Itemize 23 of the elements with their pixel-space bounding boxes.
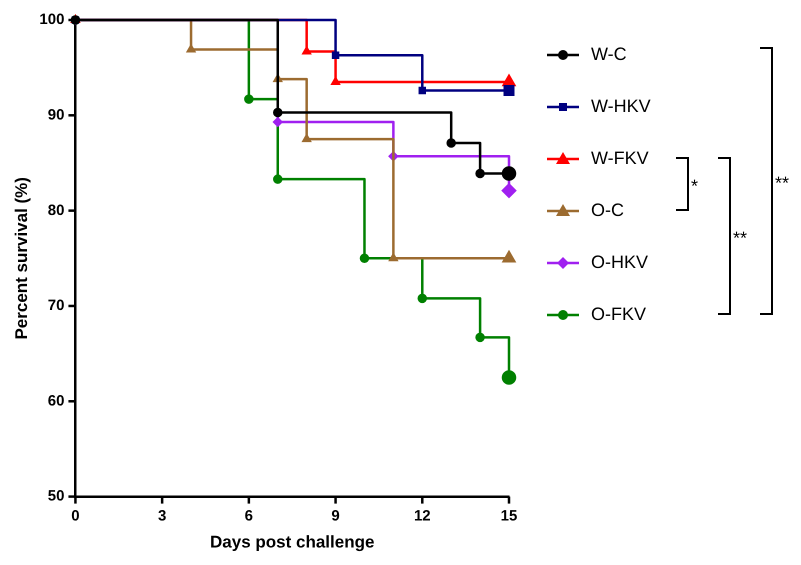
x-tick-label: 3 bbox=[158, 508, 166, 525]
x-axis-title: Days post challenge bbox=[210, 532, 374, 552]
x-tick-label: 6 bbox=[244, 508, 254, 525]
y-tick-label: 90 bbox=[48, 106, 64, 124]
legend-label: O-FKV bbox=[591, 304, 646, 324]
y-tick-label: 50 bbox=[48, 488, 64, 505]
legend-label: O-C bbox=[591, 200, 624, 220]
legend-label: O-HKV bbox=[591, 252, 648, 272]
y-tick-label: 80 bbox=[48, 202, 64, 219]
x-tick-label: 15 bbox=[500, 508, 518, 525]
x-tick-label: 0 bbox=[71, 508, 80, 525]
y-axis-title: Percent survival (%) bbox=[12, 177, 31, 340]
x-tick-label: 12 bbox=[414, 508, 431, 525]
legend-label: W-C bbox=[591, 44, 627, 64]
x-tick-label: 9 bbox=[331, 508, 340, 525]
legend-label: W-FKV bbox=[591, 148, 649, 168]
y-tick-label: 60 bbox=[48, 392, 64, 410]
y-tick-label: 70 bbox=[48, 297, 64, 314]
legend-label: W-HKV bbox=[591, 96, 651, 116]
text: * bbox=[691, 176, 698, 197]
y-tick-label: 100 bbox=[39, 11, 64, 28]
text: ** bbox=[733, 228, 748, 249]
text: ** bbox=[775, 173, 790, 194]
